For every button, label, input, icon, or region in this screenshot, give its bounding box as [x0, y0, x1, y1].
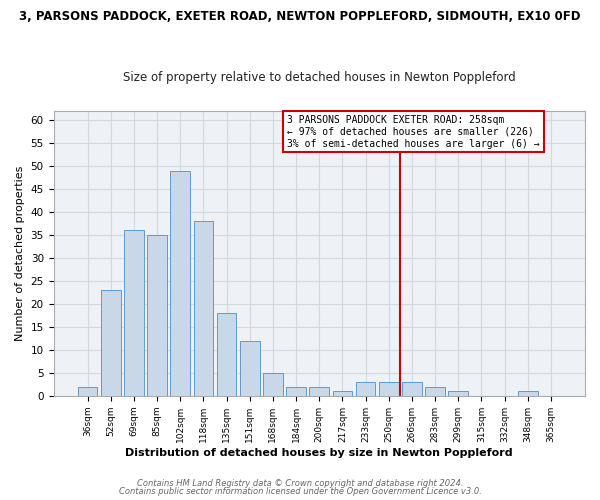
Text: Contains public sector information licensed under the Open Government Licence v3: Contains public sector information licen…	[119, 487, 481, 496]
Bar	[310, 386, 329, 396]
Text: 3 PARSONS PADDOCK EXETER ROAD: 258sqm
← 97% of detached houses are smaller (226): 3 PARSONS PADDOCK EXETER ROAD: 258sqm ← …	[287, 116, 540, 148]
Title: Size of property relative to detached houses in Newton Poppleford: Size of property relative to detached ho…	[123, 70, 515, 84]
X-axis label: Distribution of detached houses by size in Newton Poppleford: Distribution of detached houses by size …	[125, 448, 513, 458]
Bar	[240, 340, 260, 396]
Bar	[263, 373, 283, 396]
Bar	[332, 392, 352, 396]
Bar	[356, 382, 376, 396]
Y-axis label: Number of detached properties: Number of detached properties	[15, 166, 25, 341]
Bar	[286, 386, 306, 396]
Text: 3, PARSONS PADDOCK, EXETER ROAD, NEWTON POPPLEFORD, SIDMOUTH, EX10 0FD: 3, PARSONS PADDOCK, EXETER ROAD, NEWTON …	[19, 10, 581, 23]
Bar	[518, 392, 538, 396]
Bar	[402, 382, 422, 396]
Text: Contains HM Land Registry data © Crown copyright and database right 2024.: Contains HM Land Registry data © Crown c…	[137, 478, 463, 488]
Bar	[101, 290, 121, 396]
Bar	[425, 386, 445, 396]
Bar	[194, 222, 213, 396]
Bar	[147, 235, 167, 396]
Bar	[448, 392, 468, 396]
Bar	[170, 171, 190, 396]
Bar	[217, 313, 236, 396]
Bar	[379, 382, 398, 396]
Bar	[124, 230, 144, 396]
Bar	[77, 386, 97, 396]
